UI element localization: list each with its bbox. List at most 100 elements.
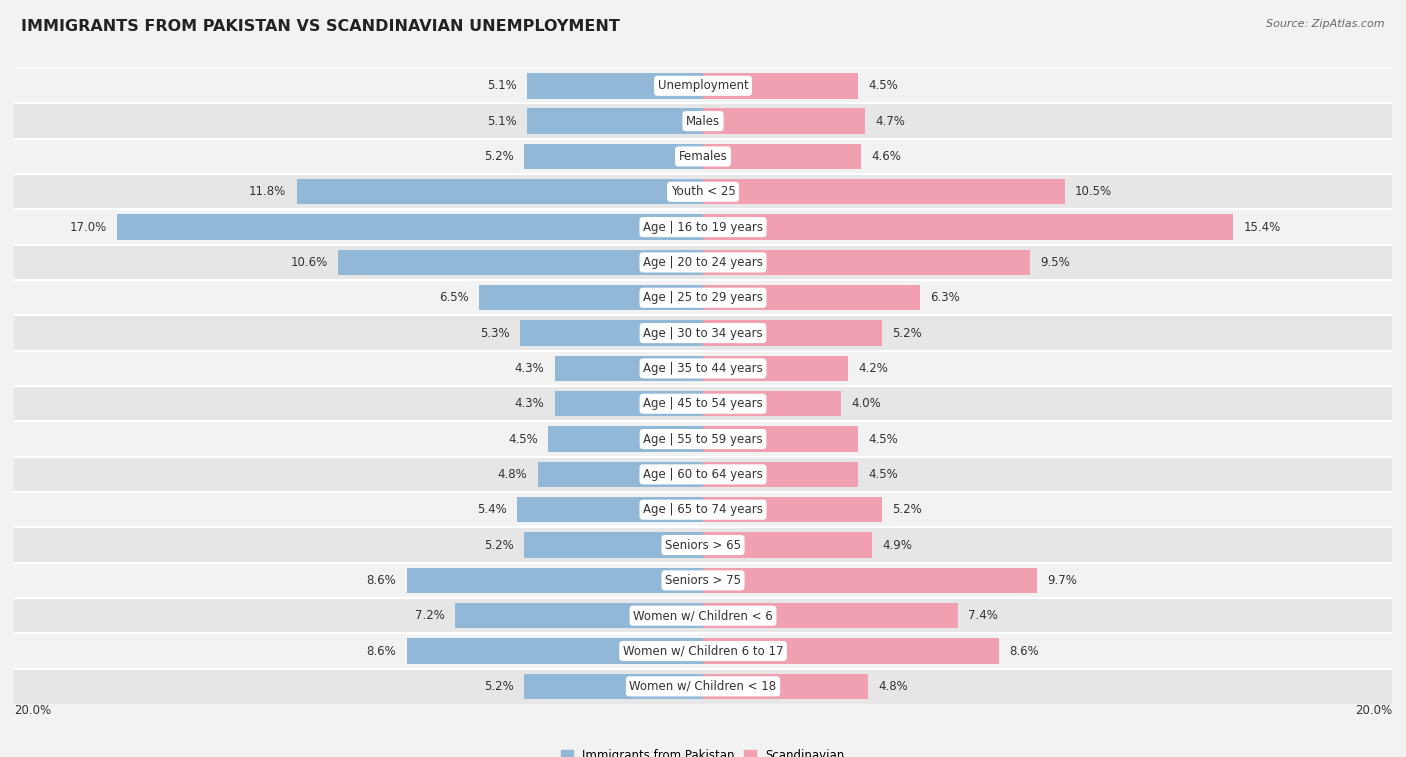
Text: 17.0%: 17.0% — [70, 220, 107, 234]
Bar — [703, 214, 1233, 240]
Bar — [524, 144, 703, 169]
Text: 11.8%: 11.8% — [249, 185, 287, 198]
Text: 4.3%: 4.3% — [515, 397, 544, 410]
Text: 5.3%: 5.3% — [481, 326, 510, 340]
Bar — [555, 391, 703, 416]
Bar — [14, 634, 1392, 668]
Text: 4.5%: 4.5% — [869, 79, 898, 92]
Text: Females: Females — [679, 150, 727, 163]
Text: 5.2%: 5.2% — [484, 150, 513, 163]
Text: 10.5%: 10.5% — [1076, 185, 1112, 198]
Bar — [703, 638, 1000, 664]
Bar — [703, 356, 848, 381]
Text: 9.7%: 9.7% — [1047, 574, 1077, 587]
Bar — [479, 285, 703, 310]
Text: 4.5%: 4.5% — [508, 432, 537, 446]
Text: Age | 16 to 19 years: Age | 16 to 19 years — [643, 220, 763, 234]
Text: 8.6%: 8.6% — [1010, 644, 1039, 658]
Text: 5.2%: 5.2% — [484, 538, 513, 552]
Text: 4.6%: 4.6% — [872, 150, 901, 163]
Bar — [406, 638, 703, 664]
Text: 6.3%: 6.3% — [931, 291, 960, 304]
Text: 4.3%: 4.3% — [515, 362, 544, 375]
Bar — [703, 285, 920, 310]
Bar — [456, 603, 703, 628]
Bar — [14, 562, 1392, 598]
Bar — [406, 568, 703, 593]
Text: 4.5%: 4.5% — [869, 432, 898, 446]
Bar — [14, 350, 1392, 386]
Bar — [527, 108, 703, 134]
Text: 4.8%: 4.8% — [498, 468, 527, 481]
Bar — [524, 674, 703, 699]
Bar — [703, 73, 858, 98]
Text: 8.6%: 8.6% — [367, 574, 396, 587]
Bar — [297, 179, 703, 204]
Text: 4.0%: 4.0% — [851, 397, 882, 410]
Bar — [14, 139, 1392, 174]
Bar — [703, 108, 865, 134]
Text: Youth < 25: Youth < 25 — [671, 185, 735, 198]
Bar — [14, 245, 1392, 280]
Text: 5.1%: 5.1% — [488, 79, 517, 92]
Bar — [14, 422, 1392, 456]
Text: Women w/ Children < 18: Women w/ Children < 18 — [630, 680, 776, 693]
Text: Unemployment: Unemployment — [658, 79, 748, 92]
Bar — [14, 104, 1392, 139]
Text: Age | 20 to 24 years: Age | 20 to 24 years — [643, 256, 763, 269]
Bar — [14, 280, 1392, 316]
Text: Age | 35 to 44 years: Age | 35 to 44 years — [643, 362, 763, 375]
Text: Age | 25 to 29 years: Age | 25 to 29 years — [643, 291, 763, 304]
Text: 10.6%: 10.6% — [290, 256, 328, 269]
Bar — [555, 356, 703, 381]
Bar — [527, 73, 703, 98]
Bar — [703, 603, 957, 628]
Bar — [117, 214, 703, 240]
Bar — [703, 320, 882, 346]
Text: 20.0%: 20.0% — [14, 704, 51, 717]
Text: Age | 45 to 54 years: Age | 45 to 54 years — [643, 397, 763, 410]
Bar — [14, 528, 1392, 562]
Bar — [703, 674, 869, 699]
Text: Age | 55 to 59 years: Age | 55 to 59 years — [643, 432, 763, 446]
Bar — [524, 532, 703, 558]
Text: Age | 65 to 74 years: Age | 65 to 74 years — [643, 503, 763, 516]
Bar — [703, 462, 858, 487]
Text: IMMIGRANTS FROM PAKISTAN VS SCANDINAVIAN UNEMPLOYMENT: IMMIGRANTS FROM PAKISTAN VS SCANDINAVIAN… — [21, 19, 620, 34]
Text: Women w/ Children < 6: Women w/ Children < 6 — [633, 609, 773, 622]
Text: 15.4%: 15.4% — [1244, 220, 1281, 234]
Text: 4.8%: 4.8% — [879, 680, 908, 693]
Bar — [703, 568, 1038, 593]
Text: Age | 30 to 34 years: Age | 30 to 34 years — [643, 326, 763, 340]
Text: Source: ZipAtlas.com: Source: ZipAtlas.com — [1267, 19, 1385, 29]
Bar — [548, 426, 703, 452]
Text: Seniors > 75: Seniors > 75 — [665, 574, 741, 587]
Text: 8.6%: 8.6% — [367, 644, 396, 658]
Bar — [703, 179, 1064, 204]
Bar — [14, 210, 1392, 245]
Bar — [537, 462, 703, 487]
Bar — [703, 497, 882, 522]
Bar — [337, 250, 703, 275]
Text: 4.5%: 4.5% — [869, 468, 898, 481]
Text: Women w/ Children 6 to 17: Women w/ Children 6 to 17 — [623, 644, 783, 658]
Bar — [14, 316, 1392, 350]
Bar — [14, 492, 1392, 528]
Bar — [14, 174, 1392, 210]
Bar — [703, 391, 841, 416]
Text: Males: Males — [686, 114, 720, 128]
Bar — [703, 144, 862, 169]
Bar — [520, 320, 703, 346]
Text: 4.2%: 4.2% — [858, 362, 887, 375]
Bar — [14, 668, 1392, 704]
Text: Age | 60 to 64 years: Age | 60 to 64 years — [643, 468, 763, 481]
Legend: Immigrants from Pakistan, Scandinavian: Immigrants from Pakistan, Scandinavian — [561, 749, 845, 757]
Text: Seniors > 65: Seniors > 65 — [665, 538, 741, 552]
Bar — [14, 598, 1392, 634]
Text: 5.2%: 5.2% — [893, 326, 922, 340]
Text: 5.1%: 5.1% — [488, 114, 517, 128]
Text: 5.2%: 5.2% — [893, 503, 922, 516]
Text: 5.2%: 5.2% — [484, 680, 513, 693]
Text: 6.5%: 6.5% — [439, 291, 468, 304]
Text: 5.4%: 5.4% — [477, 503, 506, 516]
